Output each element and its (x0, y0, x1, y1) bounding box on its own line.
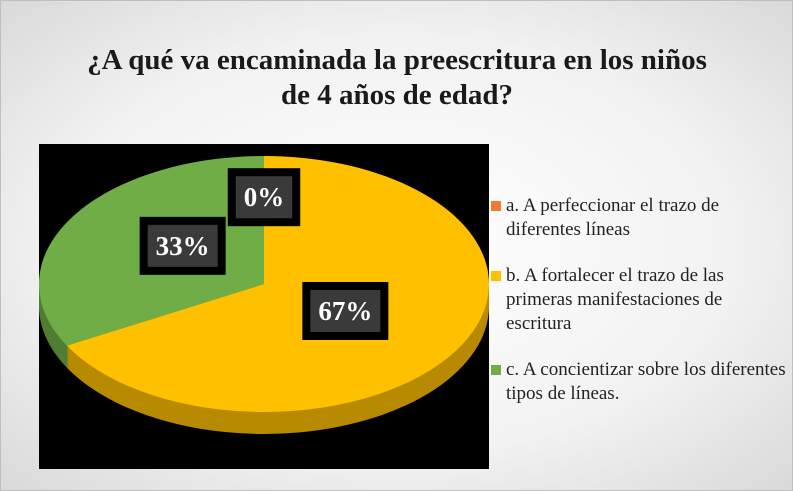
legend-label: b. A fortalecer el trazo de las primeras… (506, 265, 724, 334)
legend-item: b. A fortalecer el trazo de las primeras… (491, 264, 791, 336)
chart-title: ¿A qué va encaminada la preescritura en … (87, 44, 707, 111)
data-label: 33% (156, 231, 210, 261)
legend: a. A perfeccionar el trazo de diferentes… (491, 194, 791, 428)
legend-swatch (491, 271, 501, 281)
data-label: 67% (318, 296, 372, 326)
plot-area: 0% 67% 33% (39, 144, 489, 469)
legend-label: c. A concientizar sobre los diferentes t… (506, 359, 786, 404)
data-label-box (302, 281, 389, 340)
legend-swatch (491, 201, 501, 211)
data-label-box (227, 168, 301, 227)
legend-label: a. A perfeccionar el trazo de diferentes… (506, 195, 720, 240)
legend-item: c. A concientizar sobre los diferentes t… (491, 358, 791, 406)
legend-item: a. A perfeccionar el trazo de diferentes… (491, 194, 791, 242)
pie-slice (66, 156, 489, 412)
legend-swatch (491, 365, 501, 375)
data-label: 0% (244, 182, 285, 212)
data-label-box (139, 216, 226, 275)
